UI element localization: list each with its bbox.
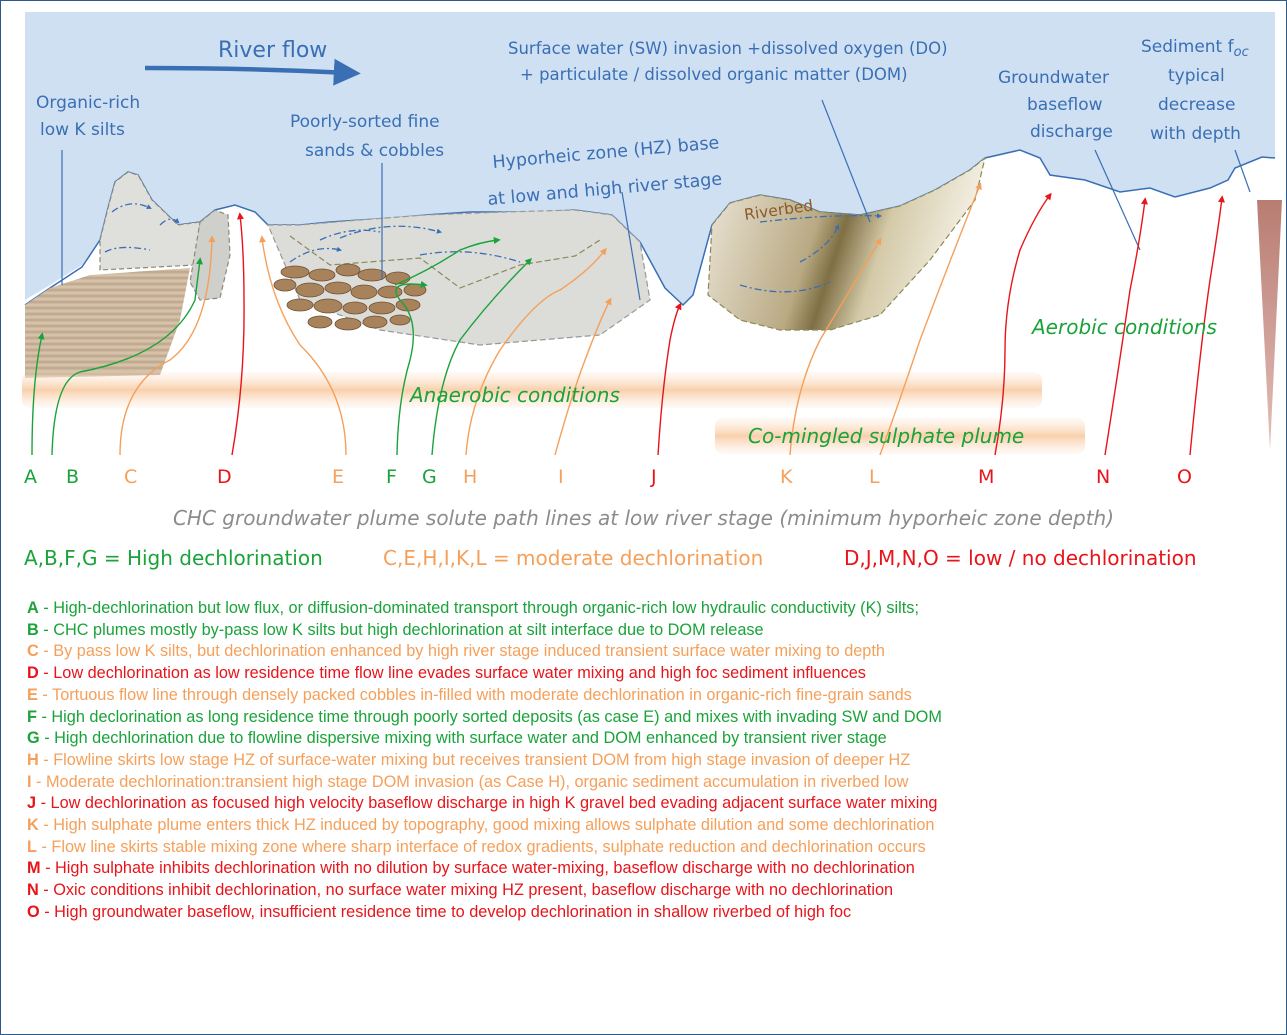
note-C: C - By pass low K silts, but dechlorinat… xyxy=(27,642,885,661)
anaerobic-band xyxy=(22,372,1042,408)
path-C xyxy=(119,235,216,456)
sw-invasion-label-1: Surface water (SW) invasion +dissolved o… xyxy=(508,39,948,58)
note-B: B - CHC plumes mostly by-pass low K silt… xyxy=(27,620,764,639)
cobbles xyxy=(273,263,427,331)
note-E: E - Tortuous flow line through densely p… xyxy=(27,685,912,704)
path-F xyxy=(395,281,428,456)
note-D: D - Low dechlorination as low residence … xyxy=(27,664,866,683)
baseflow-label-1: Groundwater xyxy=(998,68,1109,88)
baseflow-label-3: discharge xyxy=(1030,122,1113,142)
sw-invasion-label-2: + particulate / dissolved organic matter… xyxy=(520,65,908,84)
letter-F: F xyxy=(386,466,397,488)
path-letters: A B C D E F G H I J K L M N O xyxy=(24,466,1192,488)
sulphate-band xyxy=(715,418,1085,454)
foc-wedge xyxy=(1257,200,1282,450)
letter-O: O xyxy=(1177,466,1192,488)
letter-E: E xyxy=(332,466,344,488)
letter-B: B xyxy=(66,466,79,488)
path-I xyxy=(554,297,612,456)
path-J xyxy=(657,302,682,456)
note-K: K - High sulphate plume enters thick HZ … xyxy=(27,816,935,835)
note-O: O - High groundwater baseflow, insuffici… xyxy=(27,902,852,921)
foc-label-1: Sediment foc xyxy=(1141,37,1249,60)
path-K xyxy=(789,237,882,456)
letter-M: M xyxy=(978,466,994,488)
path-G2 xyxy=(394,236,501,286)
silts-label-2: low K silts xyxy=(40,120,125,140)
path-notes: A - High-dechlorination but low flux, or… xyxy=(27,598,1282,924)
letter-I: I xyxy=(558,466,564,488)
hyporheic-diagram: River flow Organic-rich low K silts Poor… xyxy=(22,12,1282,488)
letter-K: K xyxy=(780,466,793,488)
anaerobic-label: Anaerobic conditions xyxy=(408,383,620,407)
letter-N: N xyxy=(1096,466,1110,488)
letter-H: H xyxy=(463,466,477,488)
note-I: I - Moderate dechlorination:transient hi… xyxy=(27,772,909,791)
path-G xyxy=(431,258,532,456)
letter-C: C xyxy=(124,466,137,488)
letter-A: A xyxy=(24,466,37,488)
hz-flow-arrows xyxy=(104,203,883,293)
hz-zone-small xyxy=(189,209,231,301)
note-A: A - High-dechlorination but low flux, or… xyxy=(27,599,919,617)
foc-label-4: with depth xyxy=(1150,124,1241,144)
baseflow-label-2: baseflow xyxy=(1027,95,1103,115)
letter-D: D xyxy=(217,466,232,488)
path-N xyxy=(1104,197,1148,456)
summary-moderate: C,E,H,I,K,L = moderate dechlorination xyxy=(383,546,764,570)
river-flow-arrow xyxy=(144,58,361,86)
summary-low: D,J,M,N,O = low / no dechlorination xyxy=(844,546,1197,570)
note-L: L - Flow line skirts stable mixing zone … xyxy=(27,837,926,856)
solute-paths xyxy=(31,182,1225,456)
foc-label-2: typical xyxy=(1168,66,1225,86)
note-F: F - High declorination as long residence… xyxy=(27,707,942,726)
letter-J: J xyxy=(650,466,657,488)
leader-lines xyxy=(61,99,1251,301)
hz-zone-left xyxy=(99,171,201,271)
path-B xyxy=(51,257,203,456)
path-H xyxy=(465,247,607,456)
silt-deposit xyxy=(25,268,190,378)
sands-label-1: Poorly-sorted fine xyxy=(290,112,440,132)
path-D xyxy=(231,212,245,456)
note-G: G - High dechlorination due to flowline … xyxy=(27,729,887,748)
river-flow-label: River flow xyxy=(218,38,327,63)
note-N: N - Oxic conditions inhibit dechlorinati… xyxy=(27,881,894,900)
note-M: M - High sulphate inhibits dechlorinatio… xyxy=(27,859,915,878)
silts-label-1: Organic-rich xyxy=(36,93,140,113)
riverbed-mixing-zone xyxy=(707,156,986,331)
sands-label-2: sands & cobbles xyxy=(305,141,444,161)
path-M xyxy=(994,192,1052,456)
aerobic-label: Aerobic conditions xyxy=(1030,315,1217,339)
figure-caption: CHC groundwater plume solute path lines … xyxy=(172,506,1115,530)
note-J: J - Low dechlorination as focused high v… xyxy=(27,794,938,813)
foc-label-3: decrease xyxy=(1158,95,1235,115)
path-L xyxy=(879,182,982,456)
summary-high: A,B,F,G = High dechlorination xyxy=(24,546,323,570)
hz-low-stage-line xyxy=(289,235,601,289)
path-O xyxy=(1189,195,1225,456)
sulphate-label: Co-mingled sulphate plume xyxy=(748,424,1024,448)
path-E xyxy=(259,235,347,456)
letter-G: G xyxy=(422,466,437,488)
path-A xyxy=(31,332,45,456)
letter-L: L xyxy=(869,466,880,488)
note-H: H - Flowline skirts low stage HZ of surf… xyxy=(27,750,911,769)
